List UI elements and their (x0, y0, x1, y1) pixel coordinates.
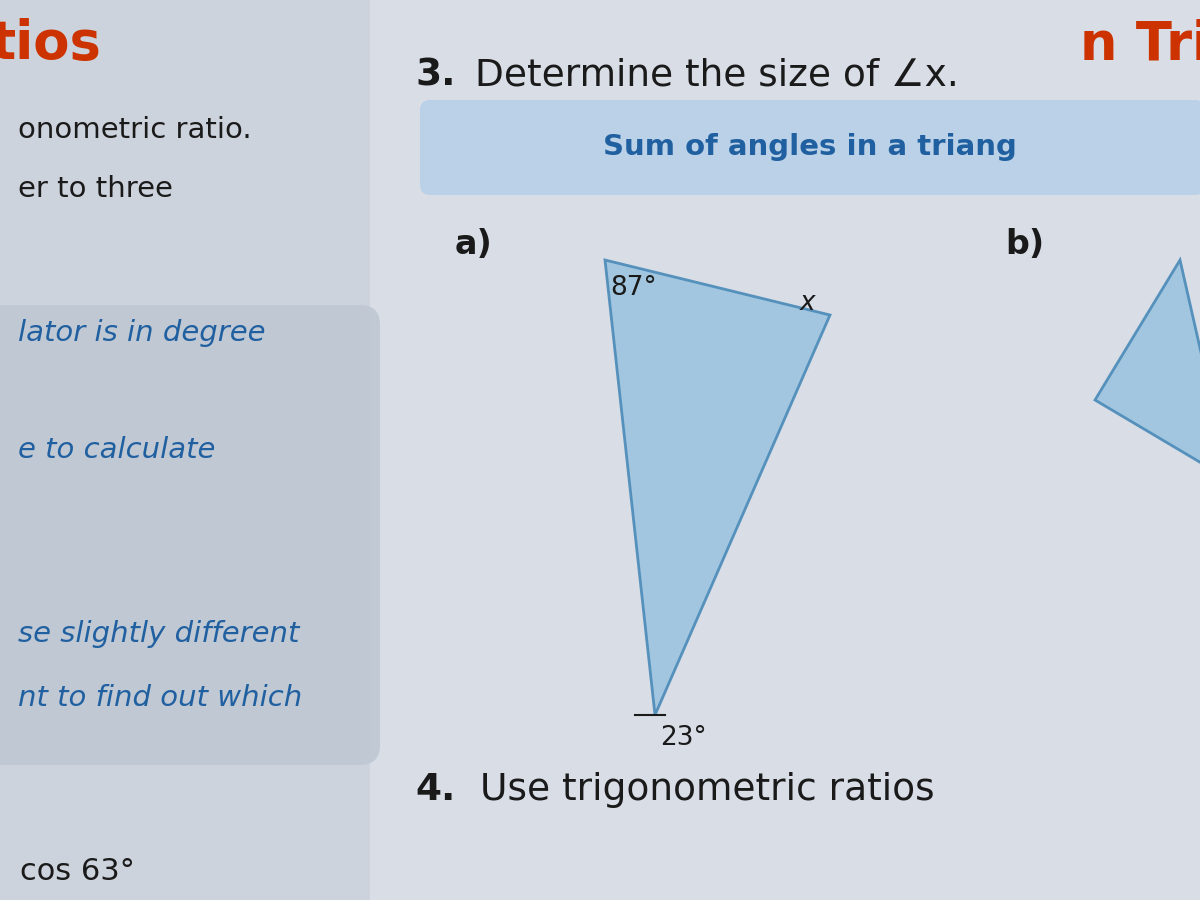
Text: n Tri: n Tri (1080, 18, 1200, 70)
Text: Determine the size of ∠x.: Determine the size of ∠x. (475, 57, 959, 93)
Text: nt to find out which: nt to find out which (18, 683, 302, 712)
Text: 23°: 23° (660, 725, 707, 751)
Text: 87°: 87° (610, 275, 656, 301)
FancyBboxPatch shape (420, 100, 1200, 195)
Polygon shape (605, 260, 830, 715)
Text: x: x (800, 290, 816, 316)
Polygon shape (1096, 260, 1200, 480)
Text: cos 63°: cos 63° (20, 858, 134, 886)
Text: onometric ratio.: onometric ratio. (18, 116, 252, 145)
Text: lator is in degree: lator is in degree (18, 319, 265, 347)
Text: a): a) (455, 229, 493, 262)
Text: Sum of angles in a triang: Sum of angles in a triang (604, 133, 1016, 161)
Text: 3.: 3. (415, 57, 456, 93)
FancyBboxPatch shape (370, 0, 1200, 900)
Text: Use trigonometric ratios: Use trigonometric ratios (480, 772, 935, 808)
Text: b): b) (1006, 229, 1044, 262)
Text: se slightly different: se slightly different (18, 620, 299, 649)
Text: er to three: er to three (18, 175, 173, 203)
FancyBboxPatch shape (0, 305, 380, 765)
Text: tios: tios (0, 18, 101, 70)
Text: e to calculate: e to calculate (18, 436, 215, 464)
Text: 4.: 4. (415, 772, 455, 808)
